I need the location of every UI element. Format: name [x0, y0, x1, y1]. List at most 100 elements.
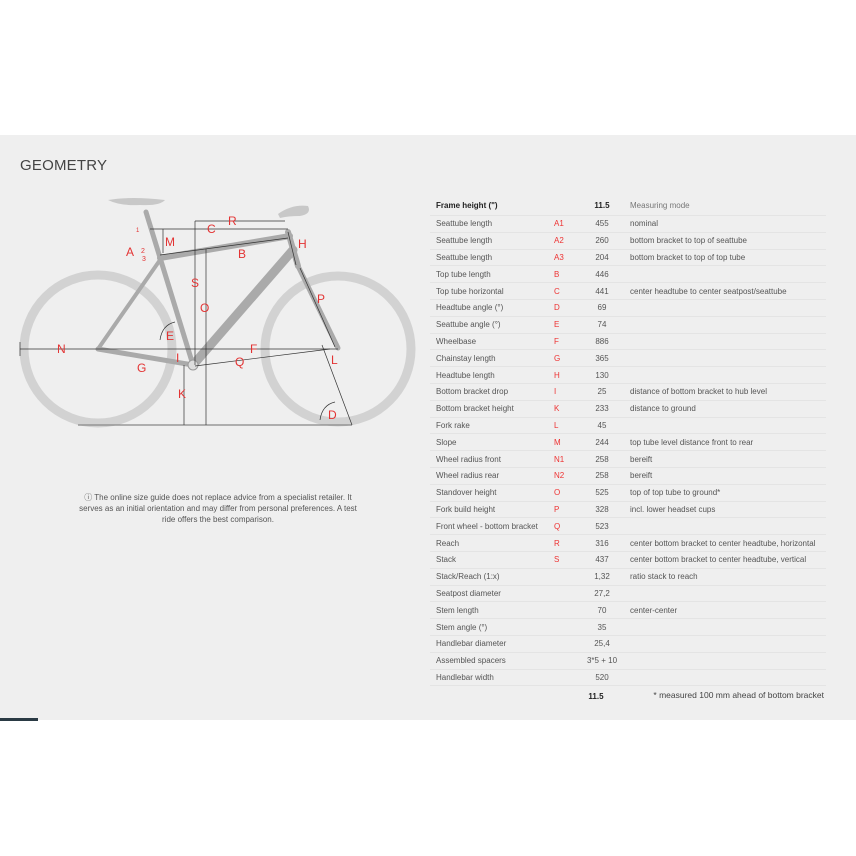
table-row: Seatpost diameter 27,2	[430, 586, 826, 603]
label-S: S	[191, 276, 199, 290]
handlebar	[278, 205, 309, 218]
footnote: * measured 100 mm ahead of bottom bracke…	[653, 690, 824, 700]
row-value: 258	[595, 471, 609, 481]
table-row: Seattube angle (°) E 74	[430, 317, 826, 334]
note-text: The online size guide does not replace a…	[79, 493, 357, 524]
row-note: bereift	[630, 471, 653, 481]
row-key: P	[554, 504, 560, 514]
row-value: 3*5 + 10	[586, 656, 618, 666]
row-value: 27,2	[594, 588, 610, 598]
row-value: 1,32	[594, 572, 610, 582]
geometry-table: Frame height (") 11.5 Measuring mode Sea…	[430, 195, 826, 706]
table-header: Frame height (") 11.5 Measuring mode	[430, 195, 826, 216]
row-value: 886	[595, 336, 609, 346]
table-row: Stack/Reach (1:x) 1,32 ratio stack to reac…	[430, 569, 826, 586]
row-label: Seatpost diameter	[436, 588, 501, 598]
row-label: Stack/Reach (1:x)	[436, 572, 500, 582]
row-label: Top tube length	[436, 269, 491, 279]
row-label: Headtube angle (°)	[436, 303, 504, 313]
row-value: 204	[595, 252, 609, 262]
row-note: bereift	[630, 454, 653, 464]
row-key: A3	[554, 252, 564, 262]
row-note: center bottom bracket to center headtube…	[630, 538, 816, 548]
row-label: Seattube length	[436, 236, 493, 246]
table-row: Wheel radius rear N2 258 bereift	[430, 468, 826, 485]
row-label: Seattube length	[436, 252, 493, 262]
table-row: Top tube horizontal C 441 center headtube t…	[430, 283, 826, 300]
table-row: Handlebar width 520	[430, 670, 826, 687]
section-title: GEOMETRY	[20, 157, 108, 174]
row-key: B	[554, 269, 560, 279]
row-value: 525	[595, 488, 609, 498]
row-note: center-center	[630, 605, 678, 615]
row-key: N2	[554, 471, 565, 481]
row-key: E	[554, 320, 560, 330]
table-row: Seattube length A1 455 nominal	[430, 216, 826, 233]
label-A: A	[126, 245, 134, 259]
row-label: Fork rake	[436, 420, 470, 430]
label-1: 1	[136, 228, 140, 234]
row-key: N1	[554, 454, 565, 464]
row-label: Stem angle (°)	[436, 622, 488, 632]
label-O: O	[200, 301, 209, 315]
row-label: Seattube angle (°)	[436, 320, 501, 330]
row-key: L	[554, 420, 559, 430]
row-note: top of top tube to ground*	[630, 488, 721, 498]
table-row: Bottom bracket height K 233 distance to gro…	[430, 401, 826, 418]
row-key: H	[554, 370, 560, 380]
row-label: Fork build height	[436, 504, 496, 514]
row-note: top tube level distance front to rear	[630, 437, 754, 447]
row-label: Slope	[436, 437, 457, 447]
table-row: Wheel radius front N1 258 bereift	[430, 451, 826, 468]
info-icon: ⓘ	[84, 493, 93, 502]
table-footer: 11.5	[430, 686, 826, 706]
row-key: Q	[554, 521, 561, 531]
row-label: Front wheel - bottom bracket	[436, 521, 538, 531]
table-row: Headtube length H 130	[430, 367, 826, 384]
row-note: nominal	[630, 219, 659, 229]
label-G: G	[137, 361, 146, 375]
table-row: Stack S 437 center bottom bracket to center…	[430, 552, 826, 569]
table-row: Stem length 70 center-center	[430, 602, 826, 620]
table-row: Fork build height P 328 incl. lower headset…	[430, 502, 826, 519]
header-note: Measuring mode	[630, 200, 690, 210]
row-value: 523	[595, 521, 609, 531]
label-N: N	[57, 342, 66, 356]
row-note: bottom bracket to top of top tube	[630, 252, 746, 262]
row-label: Standover height	[436, 488, 497, 498]
row-label: Wheel radius front	[436, 454, 501, 464]
row-value: 258	[595, 454, 609, 464]
row-value: 365	[595, 353, 609, 363]
row-value: 520	[595, 672, 609, 682]
row-key: S	[554, 555, 560, 565]
row-key: C	[554, 286, 560, 296]
row-value: 455	[595, 219, 609, 229]
label-B: B	[238, 247, 246, 261]
row-note: center bottom bracket to center headtube…	[630, 555, 807, 565]
row-label: Assembled spacers	[436, 656, 506, 666]
row-key: R	[554, 538, 560, 548]
row-label: Bottom bracket drop	[436, 387, 509, 397]
label-I: I	[176, 351, 179, 365]
header-value: 11.5	[594, 200, 610, 210]
label-C: C	[207, 222, 216, 236]
table-row: Assembled spacers 3*5 + 10	[430, 653, 826, 670]
row-key: I	[554, 387, 557, 397]
frame	[95, 209, 341, 370]
label-Q: Q	[235, 355, 244, 369]
bike-geometry-diagram: A 1 2 3 M C R B H S O P E N F G I Q L K …	[19, 198, 416, 428]
size-guide-note: ⓘ The online size guide does not replace…	[78, 492, 358, 525]
row-key: F	[554, 336, 559, 346]
table-row: Handlebar diameter 25,4	[430, 636, 826, 653]
table-row: Bottom bracket drop I 25 distance of bottom…	[430, 384, 826, 401]
row-note: distance of bottom bracket to hub level	[630, 387, 767, 397]
row-value: 244	[595, 437, 609, 447]
label-H: H	[298, 237, 307, 251]
table-row: Slope M 244 top tube level distance front t…	[430, 434, 826, 452]
row-label: Chainstay length	[436, 353, 496, 363]
row-value: 25	[597, 387, 607, 397]
row-key: A2	[554, 236, 564, 246]
row-value: 260	[595, 236, 609, 246]
table-row: Top tube length B 446	[430, 266, 826, 284]
table-row: Stem angle (°) 35	[430, 619, 826, 636]
